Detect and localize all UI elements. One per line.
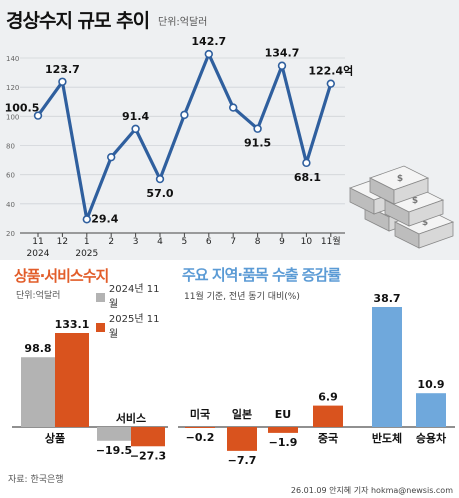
legend-swatch-gray <box>96 292 105 302</box>
x-tick-label: 6 <box>206 237 212 247</box>
bar-상품 <box>21 357 55 427</box>
data-label: 29.4 <box>91 212 118 225</box>
y-tick-label: 120 <box>6 84 19 92</box>
goods-services-unit: 단위:억달러 <box>16 291 61 301</box>
goods-services-legend: 2024년 11월 2025년 11월 <box>96 282 168 342</box>
legend-item-2024: 2024년 11월 <box>96 282 168 312</box>
x-tick-label: 12 <box>57 237 68 247</box>
x-tick-label: 7 <box>230 237 236 247</box>
bar-EU <box>268 427 298 433</box>
x-tick-label: 11월 <box>321 235 341 247</box>
category-label: 일본 <box>232 407 252 421</box>
bundle-front <box>393 177 429 205</box>
dollar-sign: $ <box>412 196 418 206</box>
credit-line: 26.01.09 안지혜 기자 hokma@newsis.com <box>290 486 453 495</box>
x-tick-label: 1 <box>84 237 90 247</box>
goods-services-panel: 상품·서비스수지 단위:억달러 2024년 11월 2025년 11월 <box>8 262 168 457</box>
bar-value-label: 98.8 <box>24 342 51 355</box>
year-label: 2025 <box>75 249 98 259</box>
x-tick-label: 4 <box>157 237 163 247</box>
data-point <box>180 110 189 120</box>
bar-서비스 <box>97 427 131 441</box>
bar-value-label: −0.2 <box>186 431 215 444</box>
bar-value-label: −7.7 <box>228 454 257 467</box>
y-tick-label: 100 <box>6 113 19 121</box>
bar-일본 <box>227 427 257 451</box>
bar-value-label: −19.5 <box>96 444 132 457</box>
y-tick-label: 140 <box>6 55 19 63</box>
data-point <box>106 152 116 162</box>
bar-value-label: 38.7 <box>373 292 400 305</box>
category-label: 반도체 <box>372 431 402 445</box>
y-tick-label: 60 <box>6 172 15 180</box>
x-tick-label: 9 <box>279 237 285 247</box>
data-label: 100.5 <box>5 102 40 115</box>
data-label: 57.0 <box>146 187 173 200</box>
bar-value-label: 6.9 <box>318 391 338 404</box>
data-point <box>229 103 238 112</box>
category-label: 중국 <box>318 432 338 445</box>
main-unit-label: 단위:억달러 <box>158 17 208 28</box>
data-label: 91.4 <box>122 110 149 123</box>
export-growth-note: 11월 기준, 전년 동기 대비(%) <box>184 292 300 302</box>
category-label-goods: 상품 <box>45 431 65 445</box>
data-point <box>277 61 287 70</box>
data-point <box>302 158 311 168</box>
bar-상품 <box>55 333 89 427</box>
x-tick-label: 11 <box>32 237 43 247</box>
bundle-front <box>418 221 454 249</box>
data-point <box>131 124 140 134</box>
x-tick-label: 3 <box>133 237 139 247</box>
data-label: 123.7 <box>45 63 80 76</box>
bar-value-label: 133.1 <box>55 318 90 331</box>
data-label: 142.7 <box>191 35 226 48</box>
data-label: 134.7 <box>265 47 300 60</box>
dollar-sign: $ <box>422 218 428 228</box>
dollar-sign: $ <box>397 174 403 184</box>
data-point <box>33 111 43 120</box>
data-label: 122.4억 <box>308 65 353 78</box>
y-tick-label: 40 <box>6 201 15 209</box>
category-label: 미국 <box>190 407 210 421</box>
export-growth-title: 주요 지역·품목 수출 증감률 <box>182 266 341 284</box>
legend-label-2024: 2024년 11월 <box>108 284 160 310</box>
main-title: 경상수지 규모 추이 <box>6 10 150 32</box>
data-point <box>155 174 165 184</box>
data-point <box>253 124 262 133</box>
y-tick-label: 20 <box>6 230 15 238</box>
bar-value-label: 10.9 <box>417 378 444 391</box>
data-point <box>82 215 92 224</box>
year-label: 2024 <box>27 249 50 259</box>
category-label: EU <box>275 408 291 421</box>
x-tick-label: 5 <box>182 237 188 247</box>
bundle-front <box>408 199 444 227</box>
data-label: 91.5 <box>244 137 271 150</box>
category-label: 승용차 <box>416 431 447 445</box>
bar-미국 <box>185 427 215 428</box>
goods-services-title: 상품·서비스수지 <box>14 267 109 285</box>
stacked-money-bundles-icon: $$$$$ <box>348 165 455 249</box>
legend-label-2025: 2025년 11월 <box>108 314 160 340</box>
bar-서비스 <box>131 427 165 447</box>
data-point <box>204 49 214 59</box>
legend-item-2025: 2025년 11월 <box>96 312 168 342</box>
bar-반도체 <box>372 307 402 427</box>
bar-value-label: −27.3 <box>130 449 166 462</box>
bar-value-label: −1.9 <box>269 436 298 449</box>
data-label: 68.1 <box>294 171 321 184</box>
data-point <box>326 79 335 88</box>
category-label-services: 서비스 <box>116 411 146 425</box>
x-tick-label: 10 <box>301 237 313 247</box>
y-tick-label: 80 <box>6 143 15 151</box>
legend-swatch-orange <box>96 322 105 332</box>
data-point <box>58 77 67 86</box>
source-note: 자료: 한국은행 <box>8 475 64 485</box>
bar-승용차 <box>416 393 446 427</box>
x-tick-label: 2 <box>108 237 114 247</box>
x-tick-label: 8 <box>255 237 261 247</box>
bar-중국 <box>313 405 343 427</box>
